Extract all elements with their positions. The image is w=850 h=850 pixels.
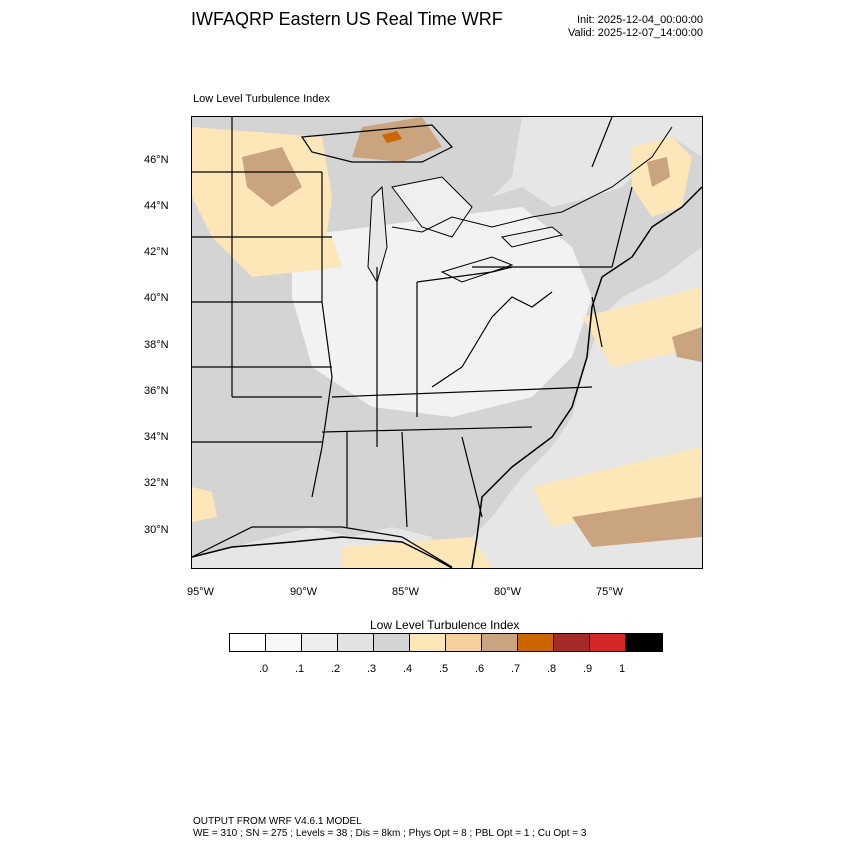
gulf-coastline bbox=[192, 536, 453, 568]
colorbar-tick-label: .2 bbox=[331, 663, 341, 675]
lake-michigan bbox=[367, 185, 388, 284]
run-times: Init: 2025-12-04_00:00:00 Valid: 2025-12… bbox=[568, 14, 703, 40]
colorbar-tick-label: .7 bbox=[511, 663, 521, 675]
lon-label-95: 95°W bbox=[187, 586, 215, 598]
model-footer: OUTPUT FROM WRF V4.6.1 MODEL WE = 310 ; … bbox=[193, 816, 586, 840]
colorbar-tick-label: .4 bbox=[403, 663, 413, 675]
colorbar-cell bbox=[446, 634, 482, 651]
lon-label-75: 75°W bbox=[596, 586, 624, 598]
colorbar-cell bbox=[554, 634, 590, 651]
colorbar-cell bbox=[230, 634, 266, 651]
turbulence-map bbox=[191, 116, 703, 569]
lake-ontario bbox=[500, 226, 564, 248]
colorbar-tick-label: .9 bbox=[583, 663, 593, 675]
colorbar-cell bbox=[518, 634, 554, 651]
lake-huron bbox=[391, 176, 473, 238]
peak-index-superior bbox=[382, 131, 402, 143]
colorbar-tick-label: .0 bbox=[259, 663, 269, 675]
mid-index-gulf bbox=[342, 537, 492, 568]
lat-label-32: 32°N bbox=[144, 477, 169, 489]
high-index-northwest bbox=[242, 147, 302, 207]
low-index-zone bbox=[292, 207, 592, 417]
state-boundaries bbox=[192, 117, 633, 568]
northeast-coastline bbox=[601, 186, 702, 278]
valid-time: Valid: 2025-12-07_14:00:00 bbox=[568, 27, 703, 39]
map-subtitle: Low Level Turbulence Index bbox=[193, 93, 330, 105]
colorbar-cell bbox=[482, 634, 518, 651]
colorbar-title: Low Level Turbulence Index bbox=[370, 618, 520, 632]
colorbar-cell bbox=[410, 634, 446, 651]
colorbar-cell bbox=[338, 634, 374, 651]
colorbar-cell bbox=[302, 634, 338, 651]
canada-border bbox=[391, 126, 673, 233]
lat-label-40: 40°N bbox=[144, 292, 169, 304]
footer-model-line: OUTPUT FROM WRF V4.6.1 MODEL bbox=[193, 816, 362, 827]
atlantic-coastline bbox=[471, 276, 603, 568]
lat-label-44: 44°N bbox=[144, 200, 169, 212]
colorbar-tick-label: .3 bbox=[367, 663, 377, 675]
colorbar-tick-label: .6 bbox=[475, 663, 485, 675]
lat-label-36: 36°N bbox=[144, 385, 169, 397]
colorbar-tick-label: .8 bbox=[547, 663, 557, 675]
lon-label-80: 80°W bbox=[494, 586, 522, 598]
colorbar-tick-label: .1 bbox=[295, 663, 305, 675]
lat-label-46: 46°N bbox=[144, 154, 169, 166]
colorbar bbox=[229, 633, 663, 652]
colorbar-cell bbox=[374, 634, 410, 651]
chart-title: IWFAQRP Eastern US Real Time WRF bbox=[191, 9, 503, 29]
colorbar-tick-label: .5 bbox=[439, 663, 449, 675]
lon-label-85: 85°W bbox=[392, 586, 420, 598]
colorbar-cell bbox=[590, 634, 626, 651]
map-canvas bbox=[192, 117, 702, 568]
colorbar-cell bbox=[626, 634, 662, 651]
colorbar-tick-label: 1 bbox=[619, 663, 626, 675]
mid-index-atlantic bbox=[582, 287, 702, 367]
lat-label-38: 38°N bbox=[144, 339, 169, 351]
footer-config-line: WE = 310 ; SN = 275 ; Levels = 38 ; Dis … bbox=[193, 828, 587, 839]
lat-label-34: 34°N bbox=[144, 431, 169, 443]
init-time: Init: 2025-12-04_00:00:00 bbox=[577, 14, 703, 26]
lat-label-30: 30°N bbox=[144, 524, 169, 536]
colorbar-cell bbox=[266, 634, 302, 651]
lat-label-42: 42°N bbox=[144, 246, 169, 258]
lon-label-90: 90°W bbox=[290, 586, 318, 598]
lake-superior-outline bbox=[300, 124, 453, 163]
